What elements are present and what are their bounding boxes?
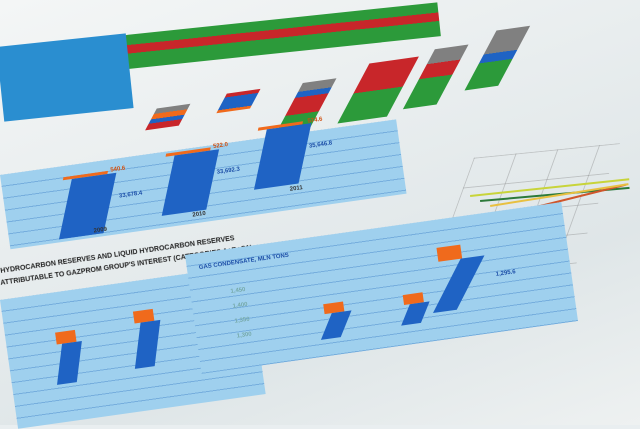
- map-thumbnail: [0, 33, 134, 122]
